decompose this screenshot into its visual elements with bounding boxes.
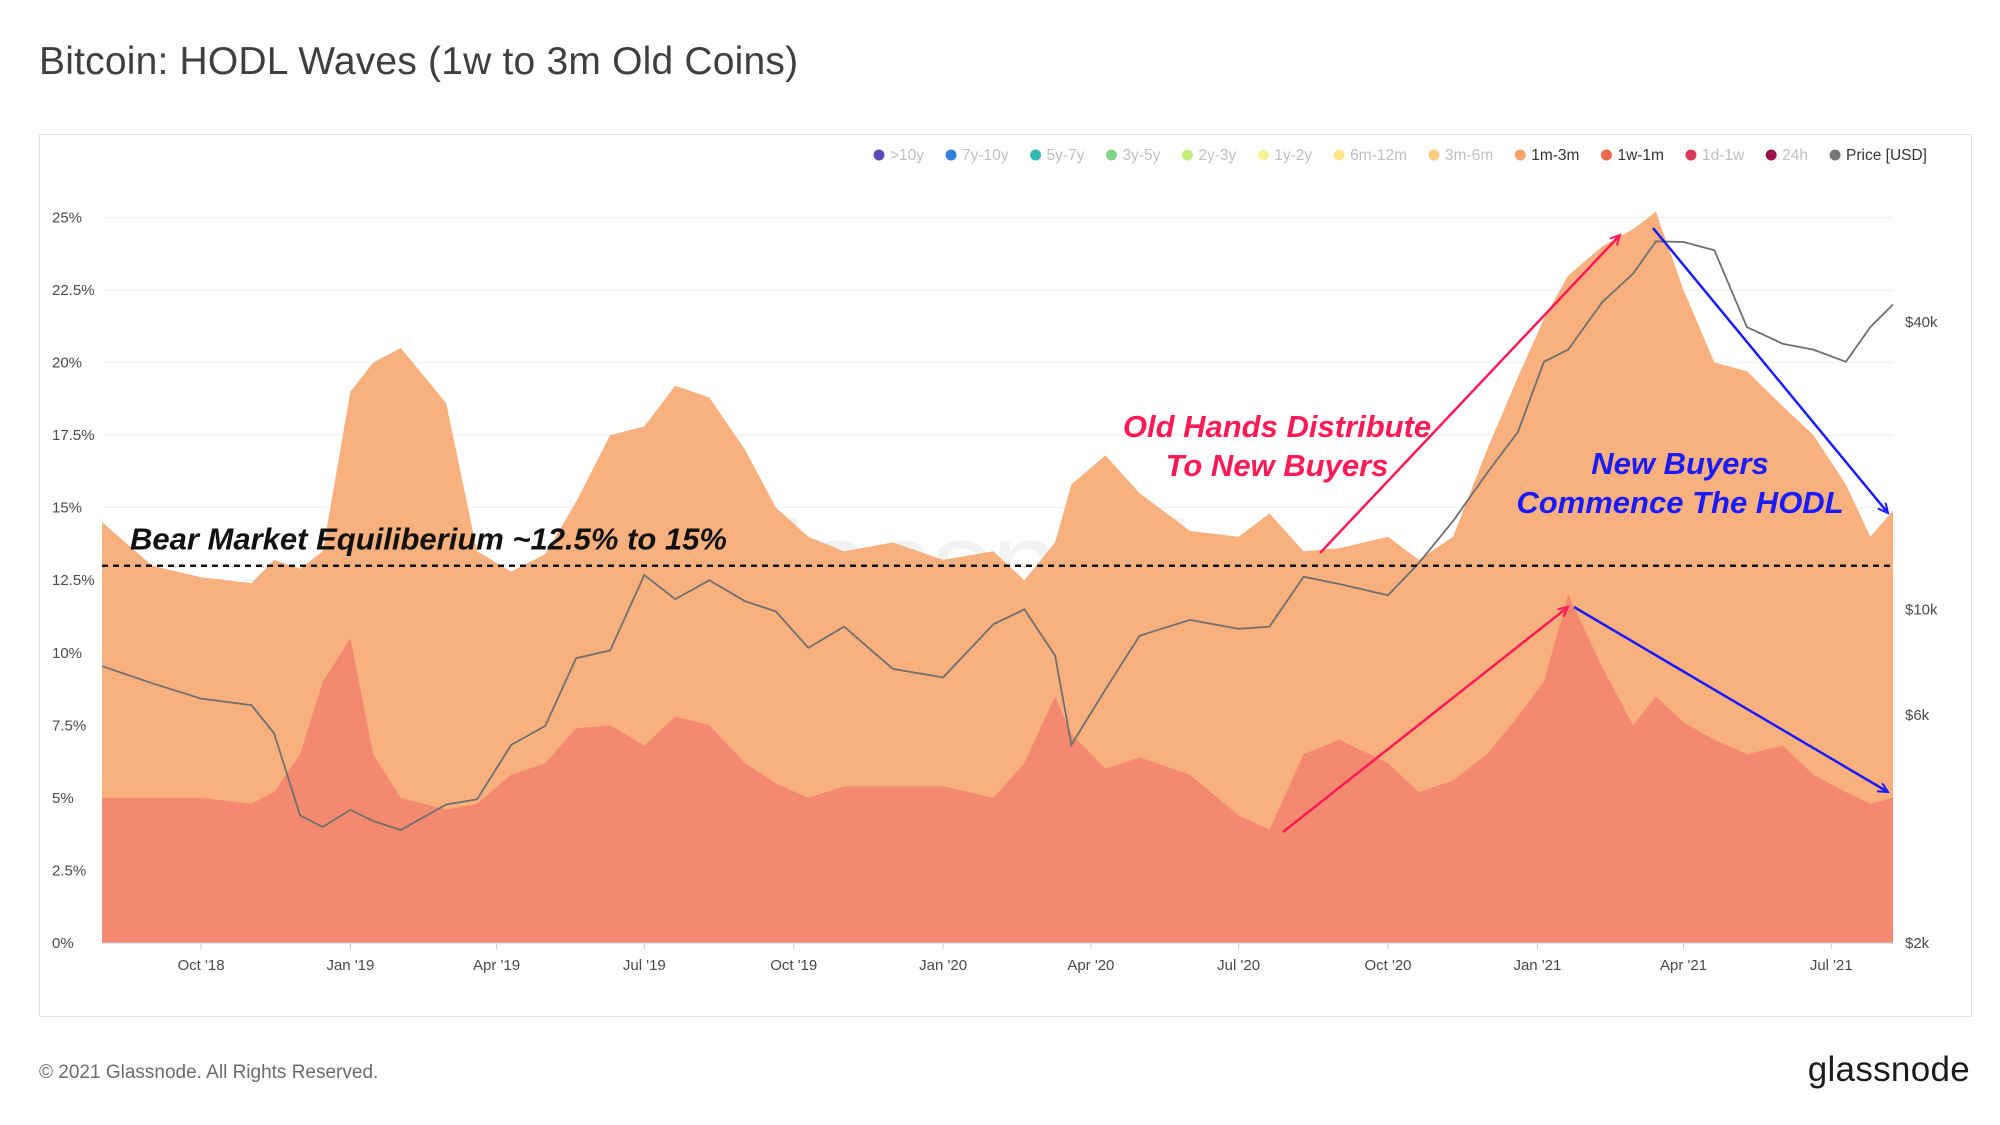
legend-marker [945,149,957,161]
price-line [101,240,1894,831]
x-tick-label: Apr '20 [1067,957,1114,974]
red-arrow-upper [1319,235,1620,554]
x-tick-label: Jan '21 [1513,957,1561,974]
y-tick-label: 2.5% [52,862,86,879]
legend-label: 7y-10y [962,147,1009,164]
red-arrow-lower [1282,607,1568,833]
y-tick-label: 15% [52,500,82,517]
legend: >10y 7y-10y 5y-7y 3y-5y 2y-3y 1y-2y 6m-12m 3m-6… [873,147,1927,164]
footer-copyright: © 2021 Glassnode. All Rights Reserved. [39,1062,379,1083]
legend-item-price-usd-[interactable]: Price [USD] [1829,147,1927,164]
price-tick-label: $2k [1905,935,1930,952]
x-tick-label: Jan '19 [326,957,374,974]
legend-label: >10y [890,147,924,164]
legend-marker [1428,149,1440,161]
legend-item-1w-1m[interactable]: 1w-1m [1600,147,1664,164]
legend-label: 2y-3y [1198,147,1236,164]
series-layer [101,211,1894,944]
legend-item-1y-2y[interactable]: 1y-2y [1257,147,1313,164]
y-tick-label: 25% [52,209,82,226]
legend-label: Price [USD] [1846,147,1927,164]
area-series-1w-1m [102,594,1893,943]
x-tick-label: Jul '21 [1810,957,1853,974]
legend-label: 5y-7y [1047,147,1085,164]
legend-item-6m-12m[interactable]: 6m-12m [1333,147,1407,164]
legend-marker [1829,149,1841,161]
y-tick-label: 22.5% [52,282,95,299]
chart-frame: glassnode 0%2.5%5%7.5%10%12.5%15%17.5%20… [39,134,1972,1017]
blue-arrow-upper [1652,227,1888,513]
price-tick-label: $10k [1905,601,1938,618]
legend-label: 1m-3m [1531,147,1579,164]
legend-label: 1d-1w [1702,147,1745,164]
legend-label: 1w-1m [1617,147,1664,164]
x-tick-label: Apr '19 [473,957,520,974]
chart-svg: glassnode 0%2.5%5%7.5%10%12.5%15%17.5%20… [52,147,1938,974]
x-tick-label: Oct '20 [1364,957,1411,974]
legend-label: 24h [1782,147,1808,164]
y-tick-label: 0% [52,935,74,952]
legend-item-3y-5y[interactable]: 3y-5y [1105,147,1161,164]
y-tick-label: 10% [52,645,82,662]
x-tick-label: Jan '20 [919,957,967,974]
x-tick-label: Oct '19 [770,957,817,974]
legend-label: 3m-6m [1445,147,1493,164]
legend-marker [1181,149,1193,161]
legend-item-24h[interactable]: 24h [1765,147,1808,164]
axes: 0% 2.5% 5% 7.5% 10% 12.5% 15% 17.5% 20% 22.5% 25% $… [52,209,1938,974]
price-tick-label: $40k [1905,314,1938,331]
y-tick-label: 7.5% [52,717,86,734]
legend-marker [1030,149,1042,161]
legend-marker [1765,149,1777,161]
legend-item-7y-10y[interactable]: 7y-10y [945,147,1009,164]
annotations: Bear Market Equiliberium ~12.5% to 15% O… [102,227,1893,833]
legend-marker [1514,149,1526,161]
legend-marker [1685,149,1697,161]
legend-marker [1333,149,1345,161]
y-tick-label: 17.5% [52,427,95,444]
y-tick-label: 12.5% [52,572,95,589]
legend-item-1d-1w[interactable]: 1d-1w [1685,147,1745,164]
equilibrium-label: Bear Market Equiliberium ~12.5% to 15% [130,522,727,557]
price-tick-label: $6k [1905,707,1930,724]
legend-marker [1600,149,1612,161]
old-hands-label-line2: To New Buyers [1166,448,1389,483]
legend-marker [1105,149,1117,161]
legend-marker [1257,149,1269,161]
y-tick-label: 5% [52,790,74,807]
x-tick-label: Oct '18 [178,957,225,974]
blue-arrow-lower [1573,605,1888,792]
x-tick-label: Apr '21 [1660,957,1707,974]
legend-marker [873,149,885,161]
old-hands-label-line1: Old Hands Distribute [1123,409,1431,444]
legend-item-3m-6m[interactable]: 3m-6m [1428,147,1494,164]
legend-label: 3y-5y [1122,147,1160,164]
legend-item-1m-3m[interactable]: 1m-3m [1514,147,1580,164]
x-tick-label: Jul '19 [623,957,666,974]
x-tick-label: Jul '20 [1217,957,1260,974]
legend-label: 6m-12m [1350,147,1407,164]
y-tick-label: 20% [52,355,82,372]
new-buyers-label-line1: New Buyers [1591,446,1768,481]
legend-label: 1y-2y [1274,147,1312,164]
page-title: Bitcoin: HODL Waves (1w to 3m Old Coins) [39,40,799,83]
new-buyers-label-line2: Commence The HODL [1516,485,1843,520]
legend-item-2y-3y[interactable]: 2y-3y [1181,147,1237,164]
legend-item-5y-7y[interactable]: 5y-7y [1030,147,1085,164]
glassnode-logo[interactable]: glassnode [1807,1050,1970,1089]
legend-item--10y[interactable]: >10y [873,147,924,164]
